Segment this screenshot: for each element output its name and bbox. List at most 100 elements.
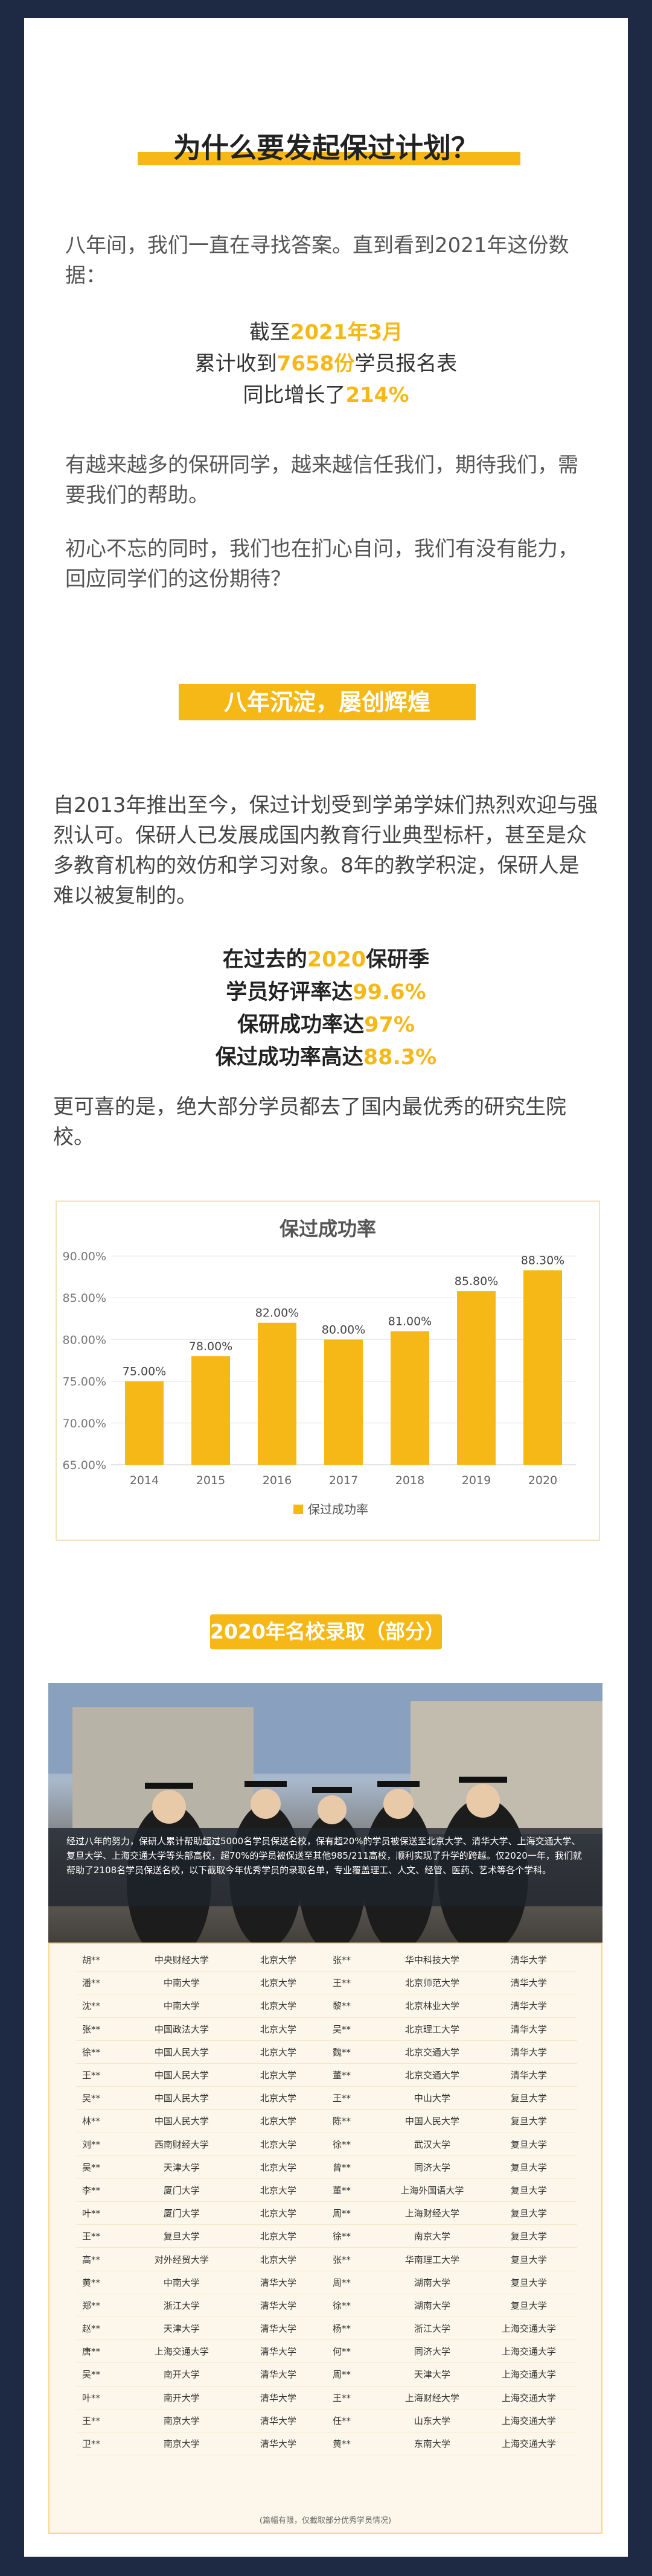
y-tick-label: 80.00% [63,1333,106,1347]
admitted-school: 北京大学 [260,2254,296,2265]
x-tick-label: 2019 [462,1474,491,1487]
bar-value-label: 81.00% [388,1315,432,1328]
y-tick-label: 65.00% [63,1459,106,1472]
student-name: 刘** [82,2139,101,2150]
section1-intro: 八年间，我们一直在寻找答案。直到看到2021年这份数据： [65,233,569,288]
undergrad-school: 上海财经大学 [404,2208,459,2219]
student-name: 徐** [332,2231,351,2242]
student-name: 董** [332,2184,351,2196]
undergrad-school: 中国人民大学 [154,2116,209,2127]
undergrad-school: 复旦大学 [163,2231,200,2242]
y-tick-label: 90.00% [63,1250,106,1263]
student-name: 吴** [82,2369,101,2381]
undergrad-school: 厦门大学 [163,2184,200,2196]
admitted-school: 上海交通大学 [501,2392,556,2403]
admitted-school: 清华大学 [510,2070,547,2081]
bar-value-label: 82.00% [255,1307,299,1320]
admission-table: 胡** 中央财经大学 北京大学 张** 华中科技大学 清华大学 潘** 中南大学 北京大学 王**… [76,1949,577,2455]
table-row: 叶** 南开大学 清华大学 王** 上海财经大学 上海交通大学 [76,2386,577,2409]
section2-para2: 更可喜的是，绝大部分学员都去了国内最优秀的研究生院校。 [53,1095,566,1149]
student-name: 魏** [332,2046,351,2058]
bar-value-label: 85.80% [455,1275,498,1288]
undergrad-school: 南京大学 [414,2231,450,2242]
student-name: 叶** [82,2392,101,2403]
undergrad-school: 北京交通大学 [404,2046,459,2058]
undergrad-school: 天津大学 [414,2369,450,2381]
admitted-school: 复旦大学 [510,2208,547,2219]
student-name: 高** [82,2254,101,2265]
undergrad-school: 对外经贸大学 [154,2254,209,2265]
student-name: 潘** [82,1978,101,1989]
admitted-school: 清华大学 [260,2369,296,2381]
admitted-school: 复旦大学 [510,2093,547,2104]
table-row: 王** 复旦大学 北京大学 徐** 南京大学 复旦大学 [76,2225,577,2248]
table-row: 吴** 南开大学 清华大学 周** 天津大学 上海交通大学 [76,2363,577,2387]
bar [191,1356,230,1465]
undergrad-school: 中国政法大学 [154,2023,209,2035]
admitted-school: 北京大学 [260,2093,296,2104]
admitted-school: 上海交通大学 [501,2323,556,2335]
student-name: 董** [332,2070,351,2081]
legend-swatch [293,1505,303,1514]
admitted-school: 北京大学 [260,2208,296,2219]
undergrad-school: 中南大学 [163,1978,200,1989]
title-highlight-bar [138,152,520,165]
student-name: 徐** [332,2139,351,2150]
x-tick-label: 2015 [196,1474,225,1487]
admitted-school: 清华大学 [510,2000,547,2012]
x-tick-label: 2014 [130,1474,159,1487]
stat2-line-2: 学员好评率达99.6% [226,980,426,1004]
student-name: 张** [82,2023,101,2035]
student-name: 王** [332,2392,351,2403]
section2-badge: 八年沉淀，屡创辉煌 [179,684,476,720]
y-tick-label: 85.00% [63,1292,106,1305]
section2-stats: 在过去的2020保研季 学员好评率达99.6% 保研成功率达97% 保过成功率高… [24,944,628,1074]
table-row: 沈** 中南大学 北京大学 黎** 北京林业大学 清华大学 [76,1994,577,2018]
undergrad-school: 山东大学 [414,2415,450,2426]
bar [258,1322,296,1465]
table-row: 李** 厦门大学 北京大学 董** 上海外国语大学 复旦大学 [76,2178,577,2202]
graduation-photo [48,1683,602,1961]
undergrad-school: 南京大学 [163,2438,200,2450]
y-tick-label: 70.00% [63,1417,106,1430]
student-name: 黄** [332,2438,351,2450]
undergrad-school: 中国人民大学 [154,2046,209,2058]
student-name: 吴** [82,2093,101,2104]
student-name: 陈** [332,2116,351,2127]
student-name: 曾** [332,2162,351,2173]
undergrad-school: 上海外国语大学 [400,2184,464,2196]
undergrad-school: 中南大学 [163,2277,200,2288]
stat-line-3: 同比增长了214% [243,383,409,407]
undergrad-school: 南开大学 [163,2392,200,2403]
undergrad-school: 天津大学 [163,2162,200,2173]
student-name: 吴** [82,2162,101,2173]
student-name: 何** [332,2346,351,2358]
table-row: 唐** 上海交通大学 清华大学 何** 同济大学 上海交通大学 [76,2340,577,2363]
undergrad-school: 北京师范大学 [404,1978,459,1989]
admitted-school: 北京大学 [260,2046,296,2058]
student-name: 唐** [82,2346,101,2358]
undergrad-school: 西南财经大学 [154,2139,209,2150]
table-row: 高** 对外经贸大学 北京大学 张** 华南理工大学 复旦大学 [76,2248,577,2271]
section2-intro: 自2013年推出至今，保过计划受到学弟学妹们热烈欢迎与强烈认可。保研人已发展成国… [53,793,598,908]
admitted-school: 上海交通大学 [501,2438,556,2450]
table-row: 黄** 中南大学 清华大学 周** 湖南大学 复旦大学 [76,2271,577,2294]
section1-para2: 有越来越多的保研同学，越来越信任我们，期待我们，需要我们的帮助。 [65,453,578,507]
stat-line-1: 截至2021年3月 [249,320,403,344]
table-note: (篇幅有限，仅截取部分优秀学员情况) [259,2516,392,2525]
bar [391,1331,429,1465]
student-name: 赵** [82,2323,101,2335]
undergrad-school: 同济大学 [414,2346,450,2358]
undergrad-school: 中南大学 [163,2000,200,2012]
table-row: 胡** 中央财经大学 北京大学 张** 华中科技大学 清华大学 [76,1949,577,1972]
admitted-school: 北京大学 [260,2070,296,2081]
chart-container: 保过成功率 65.00% 70.00% 75.00% 80.00% 85.00% 90.0… [56,1201,600,1541]
student-name: 周** [332,2277,351,2288]
undergrad-school: 厦门大学 [163,2208,200,2219]
undergrad-school: 华中科技大学 [404,1955,459,1966]
table-row: 赵** 天津大学 清华大学 杨** 浙江大学 上海交通大学 [76,2317,577,2340]
table-row: 张** 中国政法大学 北京大学 吴** 北京理工大学 清华大学 [76,2017,577,2041]
undergrad-school: 南开大学 [163,2369,200,2381]
undergrad-school: 浙江大学 [163,2300,200,2311]
bar-value-label: 78.00% [189,1340,232,1353]
